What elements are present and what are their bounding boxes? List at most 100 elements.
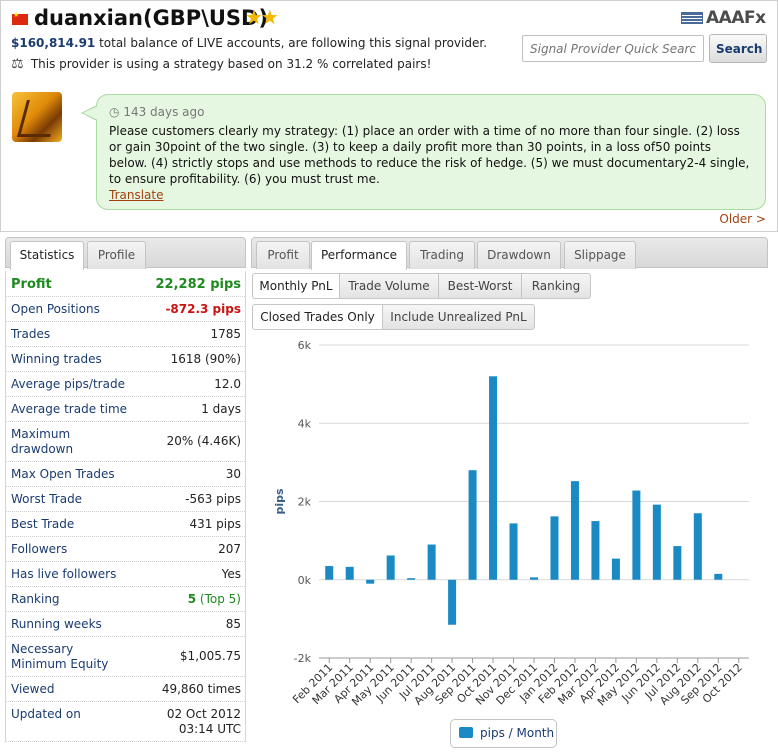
stat-value: 5 (Top 5) [188,592,241,607]
stat-label: Profit [11,277,52,292]
stat-label: Best Trade [11,517,75,531]
stat-label: Average pips/trade [11,377,125,391]
subtab-monthly-pnl[interactable]: Monthly PnL [252,273,340,299]
subtab-ranking[interactable]: Ranking [521,273,591,299]
stat-value: 85 [225,617,241,631]
bar [407,578,416,580]
bar [509,523,518,580]
stat-value: 02 Oct 2012 03:14 UTC [166,707,241,736]
y-tick-label: -2k [294,652,312,665]
provider-title: duanxian(GBP\USD) [34,6,269,30]
stat-label: Max Open Trades [11,467,115,481]
stat-row: Profit 22,282 pips [6,271,245,297]
stat-row: Average trade time 1 days [6,397,245,422]
stat-row: Updated on 02 Oct 2012 03:14 UTC [6,702,245,742]
bar [468,470,477,580]
china-flag-icon [12,11,28,25]
bar [652,504,661,580]
stat-row: Running weeks 85 [6,612,245,637]
older-link[interactable]: Older > [719,212,766,226]
chart-legend[interactable]: pips / Month [450,719,557,748]
stat-label: Updated on [11,707,81,721]
stat-label: Necessary Minimum Equity [11,642,109,671]
balance-line: $160,814.91 total balance of LIVE accoun… [11,36,487,50]
stat-row: Ranking 5 (Top 5) [6,587,245,612]
strategy-line: ⚖ This provider is using a strategy base… [11,56,431,72]
stat-label: Followers [11,542,68,556]
message-text: Please customers clearly my strategy: (1… [109,124,750,186]
stat-value: 431 pips [189,517,241,531]
balance-amount: $160,814.91 [11,36,96,50]
tab-profit[interactable]: Profit [256,241,310,269]
stat-row: Trades 1785 [6,322,245,347]
stat-label: Viewed [11,682,55,696]
bar [489,376,498,580]
tab-profile[interactable]: Profile [87,241,146,269]
translate-link[interactable]: Translate [109,188,164,202]
stat-label: Winning trades [11,352,102,366]
tab-trading[interactable]: Trading [409,241,475,269]
tab-statistics[interactable]: Statistics [10,241,84,270]
stat-row: Worst Trade -563 pips [6,487,245,512]
stat-row: Maximum drawdown 20% (4.46K) [6,422,245,462]
stat-label: Average trade time [11,402,128,416]
bar [591,521,600,580]
bar [550,516,559,580]
subtab-trade-volume[interactable]: Trade Volume [339,273,439,299]
legend-swatch [459,727,473,738]
bar [673,546,682,580]
subtab-best-worst[interactable]: Best-Worst [438,273,522,299]
ranking-extra: (Top 5) [196,592,241,606]
y-tick-label: 6k [298,339,312,352]
stat-row: Winning trades 1618 (90%) [6,347,245,372]
stat-row: Open Positions -872.3 pips [6,297,245,322]
tab-performance[interactable]: Performance [311,241,407,270]
search-input[interactable] [522,35,704,62]
legend-label: pips / Month [480,726,555,740]
message-time-text: 143 days ago [123,105,205,119]
stat-value: -872.3 pips [165,302,241,316]
tab-drawdown[interactable]: Drawdown [477,241,561,269]
strategy-text: This provider is using a strategy based … [30,57,432,71]
tab-slippage[interactable]: Slippage [564,241,636,269]
stat-value: 22,282 pips [155,277,242,292]
scale-icon: ⚖ [11,56,24,72]
stat-row: Average pips/trade 12.0 [6,372,245,397]
stat-row: Necessary Minimum Equity $1,005.75 [6,637,245,677]
stat-value: Yes [221,567,241,581]
bar [714,573,723,580]
statistics-table: Profit 22,282 pips Open Positions -872.3 pi… [5,271,246,742]
logo-bars-icon [681,12,703,24]
stat-label: Has live followers [11,567,117,581]
bar [325,566,334,580]
stat-value: 1 days [201,402,241,416]
stat-value: -563 pips [185,492,241,506]
stat-row: Max Open Trades 30 [6,462,245,487]
stat-label: Open Positions [11,302,100,316]
stat-value: 20% (4.46K) [166,434,241,448]
monthly-pnl-chart: -2k 0k 2k 4k 6k pips Feb 2011 Mar 2011 Apr 2011 M… [252,333,768,749]
balance-text: total balance of LIVE accounts, are foll… [95,36,488,50]
stat-row: Followers 207 [6,537,245,562]
bar [448,579,457,625]
divider [0,231,778,232]
stat-value: 207 [218,542,241,556]
message-bubble: ◷ 143 days ago Please customers clearly … [81,94,766,210]
bar [386,555,395,580]
search-button[interactable]: Search [709,34,767,63]
y-tick-label: 0k [298,574,312,587]
filter-unrealized-pnl[interactable]: Include Unrealized PnL [382,304,535,330]
filter-closed-trades[interactable]: Closed Trades Only [252,304,383,330]
stat-row: Viewed 49,860 times [6,677,245,702]
stat-label: Running weeks [11,617,102,631]
stat-label: Ranking [11,592,60,606]
bar [632,490,641,580]
stat-row: Best Trade 431 pips [6,512,245,537]
bar [570,481,579,580]
bar [693,513,702,580]
logo-text: AAAFx [706,8,766,28]
clock-icon: ◷ [109,105,120,119]
avatar[interactable] [12,92,62,142]
bar [427,544,436,580]
